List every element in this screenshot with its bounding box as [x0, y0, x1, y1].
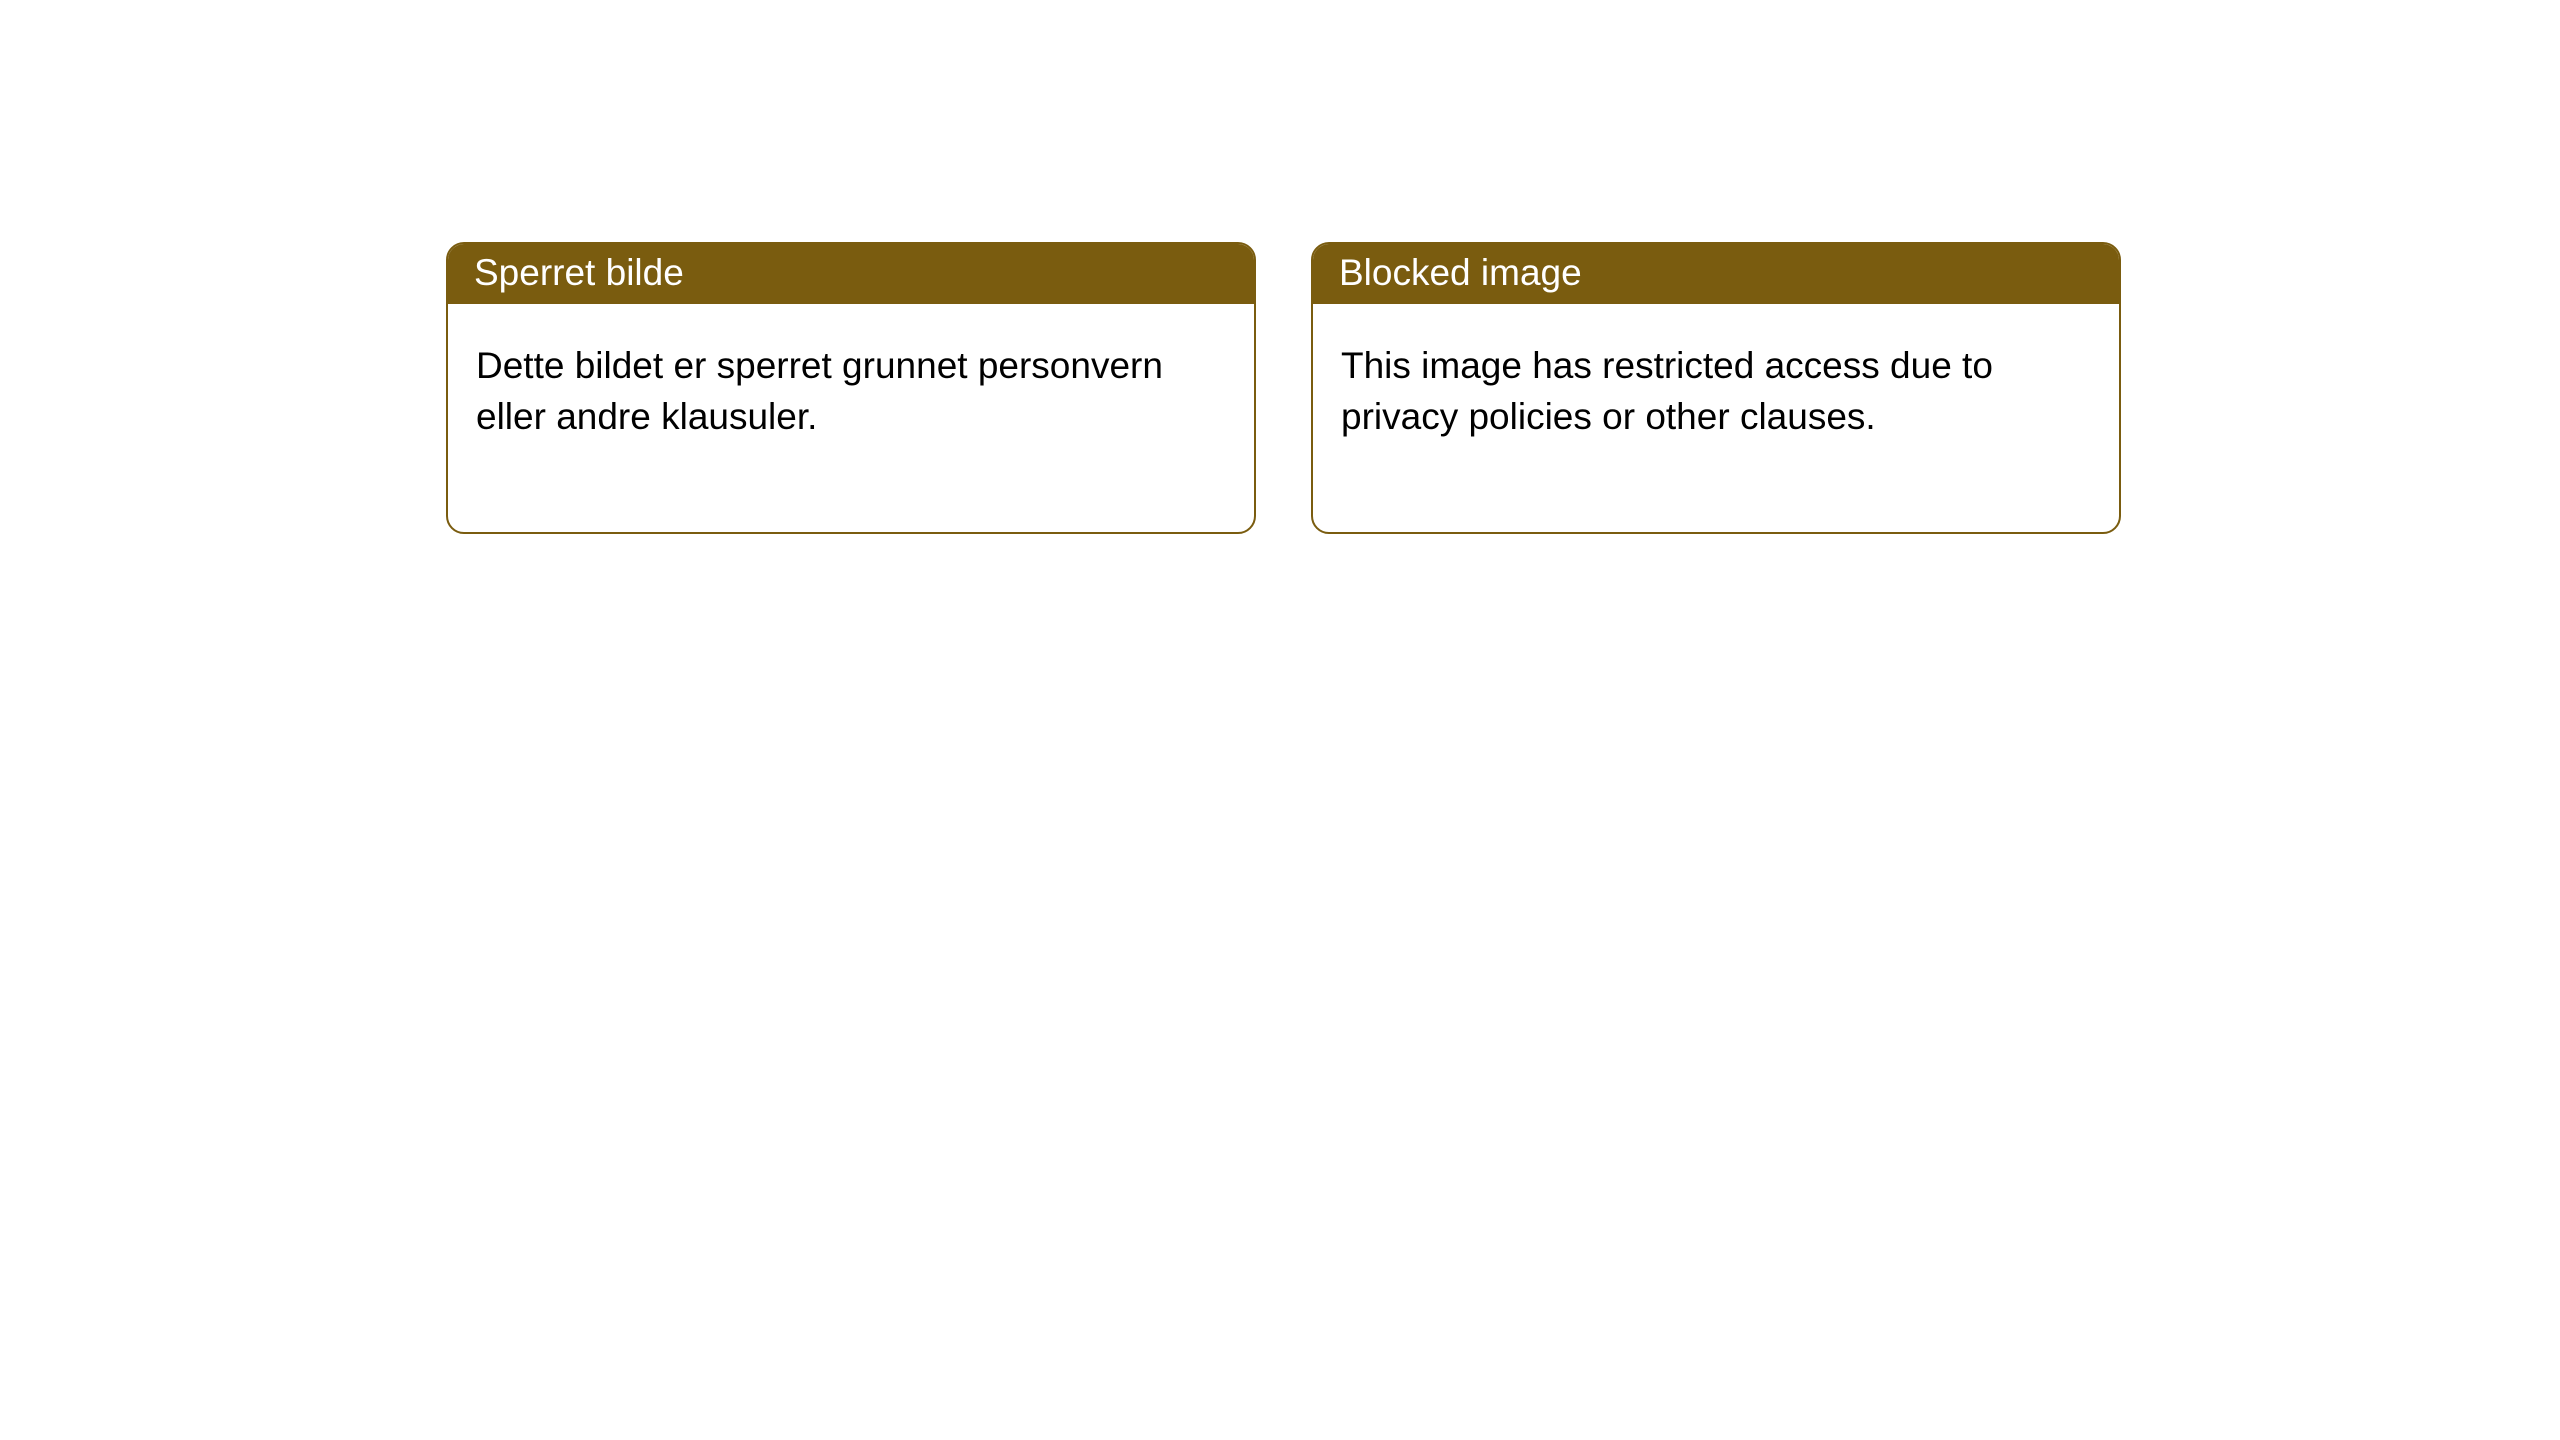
notice-card-english: Blocked image This image has restricted … — [1311, 242, 2121, 534]
card-body: This image has restricted access due to … — [1313, 304, 2119, 532]
notice-card-norwegian: Sperret bilde Dette bildet er sperret gr… — [446, 242, 1256, 534]
notice-container: Sperret bilde Dette bildet er sperret gr… — [0, 0, 2560, 534]
card-header: Blocked image — [1313, 244, 2119, 304]
card-body-text: This image has restricted access due to … — [1341, 345, 1993, 437]
card-header-text: Sperret bilde — [474, 252, 684, 293]
card-body-text: Dette bildet er sperret grunnet personve… — [476, 345, 1163, 437]
card-header-text: Blocked image — [1339, 252, 1582, 293]
card-header: Sperret bilde — [448, 244, 1254, 304]
card-body: Dette bildet er sperret grunnet personve… — [448, 304, 1254, 532]
